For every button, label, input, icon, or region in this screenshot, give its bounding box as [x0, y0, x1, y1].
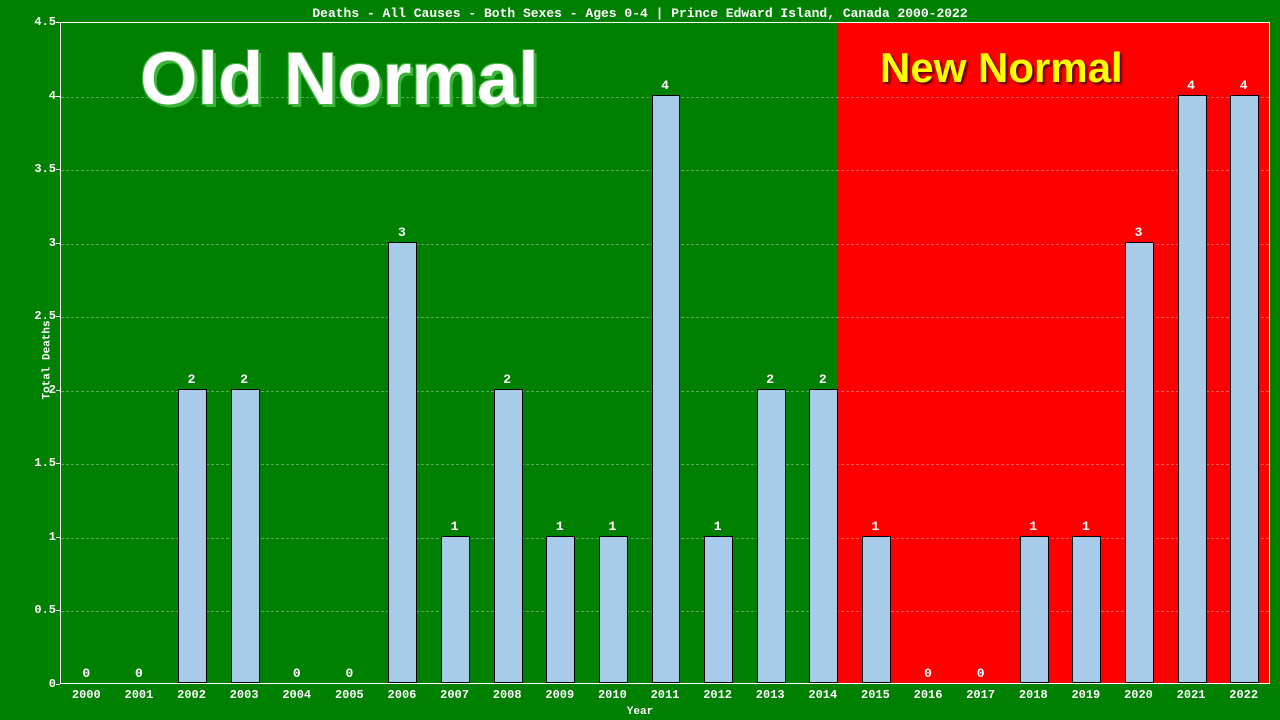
bar-value-label: 1: [556, 519, 564, 534]
x-tick-label: 2020: [1124, 688, 1153, 702]
x-tick-label: 2004: [282, 688, 311, 702]
bar-value-label: 1: [451, 519, 459, 534]
bar: [1020, 536, 1049, 683]
y-tick-mark: [56, 243, 60, 244]
y-tick-label: 4.5: [16, 15, 56, 29]
bar-value-label: 2: [766, 372, 774, 387]
bar: [704, 536, 733, 683]
bar-value-label: 4: [1187, 78, 1195, 93]
y-tick-label: 4: [16, 89, 56, 103]
x-tick-label: 2007: [440, 688, 469, 702]
y-tick-mark: [56, 96, 60, 97]
x-tick-label: 2008: [493, 688, 522, 702]
x-tick-label: 2018: [1019, 688, 1048, 702]
bar: [388, 242, 417, 683]
bar-value-label: 2: [240, 372, 248, 387]
bar-value-label: 0: [82, 666, 90, 681]
x-tick-label: 2005: [335, 688, 364, 702]
y-tick-mark: [56, 22, 60, 23]
x-tick-label: 2015: [861, 688, 890, 702]
x-tick-label: 2022: [1229, 688, 1258, 702]
bar-value-label: 1: [872, 519, 880, 534]
y-tick-mark: [56, 390, 60, 391]
bar-value-label: 3: [398, 225, 406, 240]
y-tick-label: 3.5: [16, 162, 56, 176]
y-tick-mark: [56, 463, 60, 464]
x-axis-label: Year: [627, 706, 653, 718]
bar: [862, 536, 891, 683]
x-tick-label: 2002: [177, 688, 206, 702]
bar-value-label: 4: [1240, 78, 1248, 93]
annotation-new-normal: New Normal: [880, 44, 1123, 92]
bar-value-label: 0: [977, 666, 985, 681]
y-tick-label: 0: [16, 677, 56, 691]
bar: [652, 95, 681, 683]
bar: [599, 536, 628, 683]
bar: [441, 536, 470, 683]
bar-value-label: 1: [714, 519, 722, 534]
y-tick-label: 1.5: [16, 456, 56, 470]
x-tick-label: 2003: [230, 688, 259, 702]
x-tick-label: 2021: [1177, 688, 1206, 702]
y-tick-mark: [56, 610, 60, 611]
bar: [494, 389, 523, 683]
x-tick-label: 2012: [703, 688, 732, 702]
y-tick-label: 3: [16, 236, 56, 250]
x-tick-label: 2011: [651, 688, 680, 702]
bar-value-label: 3: [1135, 225, 1143, 240]
x-tick-label: 2014: [808, 688, 837, 702]
x-tick-label: 2010: [598, 688, 627, 702]
plot-area: [60, 22, 1270, 684]
bar-value-label: 2: [503, 372, 511, 387]
y-tick-label: 0.5: [16, 603, 56, 617]
y-tick-mark: [56, 537, 60, 538]
bar: [178, 389, 207, 683]
x-tick-label: 2016: [914, 688, 943, 702]
x-tick-label: 2013: [756, 688, 785, 702]
y-tick-label: 2.5: [16, 309, 56, 323]
bar-value-label: 4: [661, 78, 669, 93]
bar: [546, 536, 575, 683]
bar-value-label: 0: [924, 666, 932, 681]
bar-value-label: 1: [1082, 519, 1090, 534]
chart-title: Deaths - All Causes - Both Sexes - Ages …: [0, 6, 1280, 21]
x-tick-label: 2019: [1071, 688, 1100, 702]
x-tick-label: 2017: [966, 688, 995, 702]
x-tick-label: 2000: [72, 688, 101, 702]
annotation-old-normal: Old Normal: [140, 36, 539, 121]
x-tick-label: 2009: [545, 688, 574, 702]
bar: [757, 389, 786, 683]
y-tick-mark: [56, 169, 60, 170]
bar-value-label: 2: [819, 372, 827, 387]
bar: [1178, 95, 1207, 683]
x-tick-label: 2006: [388, 688, 417, 702]
y-tick-mark: [56, 684, 60, 685]
y-tick-label: 1: [16, 530, 56, 544]
y-tick-label: 2: [16, 383, 56, 397]
bar-value-label: 0: [345, 666, 353, 681]
bar-value-label: 0: [135, 666, 143, 681]
bar-value-label: 1: [608, 519, 616, 534]
bar-value-label: 2: [188, 372, 196, 387]
bar-value-label: 1: [1029, 519, 1037, 534]
bar: [1230, 95, 1259, 683]
y-tick-mark: [56, 316, 60, 317]
bar: [231, 389, 260, 683]
bar-value-label: 0: [293, 666, 301, 681]
bar: [809, 389, 838, 683]
x-tick-label: 2001: [125, 688, 154, 702]
bar: [1125, 242, 1154, 683]
bar: [1072, 536, 1101, 683]
